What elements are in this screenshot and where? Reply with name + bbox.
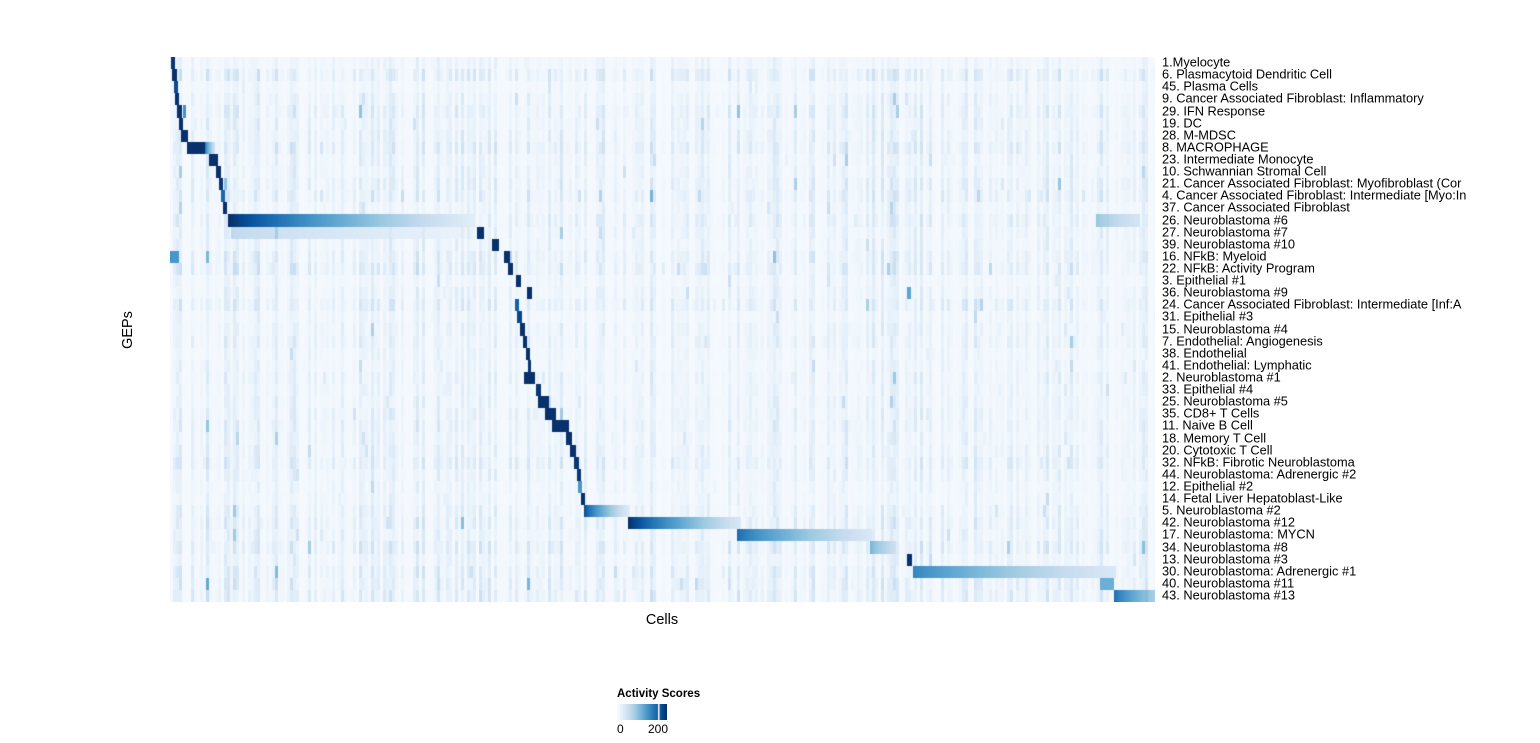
row-label: 9. Cancer Associated Fibroblast: Inflamm… [1162, 90, 1424, 106]
row-label: 13. Neuroblastoma #3 [1162, 551, 1288, 567]
row-label: 39. Neuroblastoma #10 [1162, 236, 1296, 252]
legend-tick-labels: 0 200 [617, 722, 669, 736]
legend-title: Activity Scores [617, 688, 701, 700]
row-label: 43. Neuroblastoma #13 [1162, 587, 1296, 603]
row-label: 25. Neuroblastoma #5 [1162, 393, 1288, 409]
row-label: 29. IFN Response [1162, 103, 1266, 119]
legend-colorbar [617, 704, 667, 720]
row-label: 22. NFkB: Activity Program [1162, 260, 1315, 276]
row-label: 16. NFkB: Myeloid [1162, 248, 1267, 264]
legend-tick-200: 200 [647, 722, 669, 736]
row-label: 19. DC [1162, 115, 1202, 131]
row-label: 23. Intermediate Monocyte [1162, 151, 1314, 167]
row-label: 5. Neuroblastoma #2 [1162, 502, 1281, 518]
row-label: 28. M-MDSC [1162, 127, 1236, 143]
row-label: 24. Cancer Associated Fibroblast: Interm… [1162, 296, 1462, 312]
row-label: 2. Neuroblastoma #1 [1162, 369, 1281, 385]
row-label: 36. Neuroblastoma #9 [1162, 284, 1288, 300]
x-axis-label: Cells [645, 612, 679, 628]
row-label: 11. Naive B Cell [1162, 417, 1253, 433]
row-label: 26. Neuroblastoma #6 [1162, 212, 1288, 228]
row-label: 30. Neuroblastoma: Adrenergic #1 [1162, 563, 1357, 579]
row-label: 21. Cancer Associated Fibroblast: Myofib… [1162, 175, 1462, 191]
row-label: 44. Neuroblastoma: Adrenergic #2 [1162, 466, 1357, 482]
heatmap-canvas [170, 57, 1155, 602]
row-label: 40. Neuroblastoma #11 [1162, 575, 1295, 591]
row-label: 33. Epithelial #4 [1162, 381, 1254, 397]
row-label: 42. Neuroblastoma #12 [1162, 514, 1296, 530]
row-label: 3. Epithelial #1 [1162, 272, 1246, 288]
legend: Activity Scores 0 200 [617, 688, 737, 740]
row-label: 35. CD8+ T Cells [1162, 405, 1260, 421]
y-axis-label: GEPs [120, 311, 136, 349]
row-label: 12. Epithelial #2 [1162, 478, 1254, 494]
row-label: 4. Cancer Associated Fibroblast: Interme… [1162, 187, 1467, 203]
row-label: 15. Neuroblastoma #4 [1162, 321, 1288, 337]
row-label: 18. Memory T Cell [1162, 430, 1267, 446]
row-label: 17. Neuroblastoma: MYCN [1162, 526, 1315, 542]
row-label: 10. Schwannian Stromal Cell [1162, 163, 1327, 179]
row-label: 32. NFkB: Fibrotic Neuroblastoma [1162, 454, 1355, 470]
row-label: 1.Myelocyte [1162, 54, 1231, 70]
row-label: 7. Endothelial: Angiogenesis [1162, 333, 1323, 349]
row-label: 31. Epithelial #3 [1162, 308, 1254, 324]
row-label: 45. Plasma Cells [1162, 78, 1259, 94]
row-label: 34. Neuroblastoma #8 [1162, 539, 1288, 555]
row-label: 8. MACROPHAGE [1162, 139, 1269, 155]
row-label: 27. Neuroblastoma #7 [1162, 224, 1288, 240]
row-label: 38. Endothelial [1162, 345, 1247, 361]
row-label: 14. Fetal Liver Hepatoblast-Like [1162, 490, 1343, 506]
row-label: 41. Endothelial: Lymphatic [1162, 357, 1312, 373]
row-labels-container: 1.Myelocyte 6. Plasmacytoid Dendritic Cel… [1162, 54, 1540, 604]
row-label: 37. Cancer Associated Fibroblast [1162, 199, 1350, 215]
row-label: 6. Plasmacytoid Dendritic Cell [1162, 66, 1332, 82]
legend-tick-0: 0 [617, 722, 624, 736]
row-label: 20. Cytotoxic T Cell [1162, 442, 1273, 458]
